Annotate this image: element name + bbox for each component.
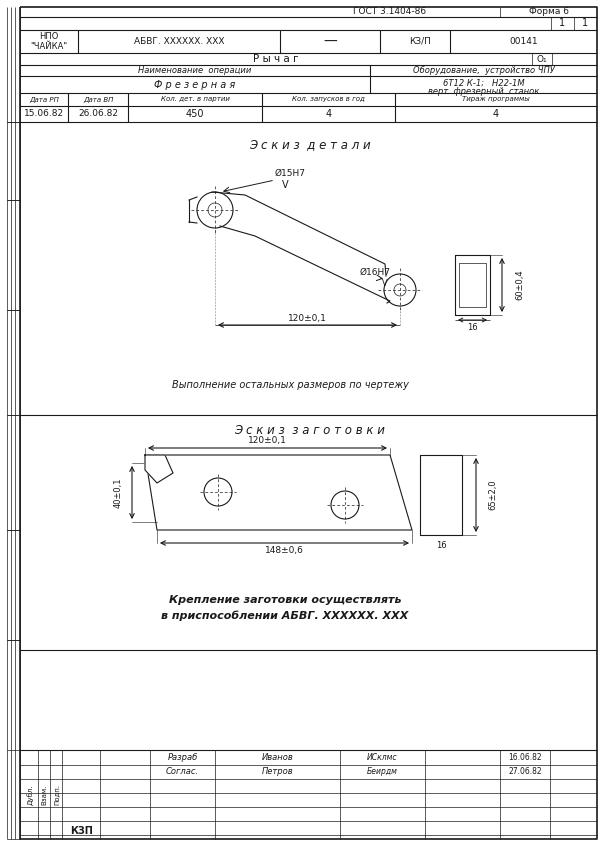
Text: Э с к и з  з а г о т о в к и: Э с к и з з а г о т о в к и bbox=[234, 424, 385, 437]
Text: Разраб: Разраб bbox=[167, 752, 198, 761]
Text: Дата ВП: Дата ВП bbox=[83, 96, 113, 102]
Text: Ø16Н7: Ø16Н7 bbox=[359, 267, 391, 277]
Text: КЗ/П: КЗ/П bbox=[409, 37, 431, 46]
Text: НПО
"ЧАЙКА": НПО "ЧАЙКА" bbox=[30, 32, 68, 52]
Text: Дата РП: Дата РП bbox=[29, 96, 59, 102]
Text: 450: 450 bbox=[186, 109, 204, 119]
Text: Крепление заготовки осуществлять: Крепление заготовки осуществлять bbox=[169, 595, 401, 605]
Text: 00141: 00141 bbox=[509, 37, 538, 46]
Text: 148±0,6: 148±0,6 bbox=[265, 547, 304, 556]
Text: Соглас.: Соглас. bbox=[166, 766, 199, 776]
Text: Подп.: Подп. bbox=[53, 784, 59, 805]
Text: 26.06.82: 26.06.82 bbox=[78, 109, 118, 118]
Text: V: V bbox=[281, 180, 288, 190]
Text: 120±0,1: 120±0,1 bbox=[288, 314, 327, 322]
Text: Кол. запусков в год: Кол. запусков в год bbox=[292, 96, 365, 102]
Text: Петров: Петров bbox=[262, 766, 294, 776]
Text: 6Т12 К-1;   Н22-1М: 6Т12 К-1; Н22-1М bbox=[443, 79, 524, 87]
Text: —: — bbox=[323, 35, 337, 48]
Text: Ø15Н7: Ø15Н7 bbox=[274, 168, 306, 178]
Text: 16: 16 bbox=[467, 322, 478, 332]
Text: Наименование  операции: Наименование операции bbox=[138, 66, 252, 75]
Text: V: V bbox=[382, 278, 388, 288]
Text: АБВГ. XXXXXX. XXX: АБВГ. XXXXXX. XXX bbox=[133, 37, 224, 46]
Text: Дубл.: Дубл. bbox=[27, 784, 33, 805]
Text: Кол. дет. в партии: Кол. дет. в партии bbox=[161, 96, 230, 102]
Text: 1: 1 bbox=[582, 19, 588, 29]
Text: Иванов: Иванов bbox=[262, 752, 294, 761]
Text: Взам.: Взам. bbox=[41, 784, 47, 805]
Text: 4: 4 bbox=[326, 109, 332, 119]
Text: 4: 4 bbox=[493, 109, 499, 119]
Text: 1: 1 bbox=[559, 19, 565, 29]
Text: 120±0,1: 120±0,1 bbox=[248, 437, 287, 446]
Text: 60±0,4: 60±0,4 bbox=[515, 270, 524, 300]
Text: ГОСТ 3.1404-86: ГОСТ 3.1404-86 bbox=[353, 8, 426, 17]
Text: 27.06.82: 27.06.82 bbox=[508, 766, 542, 776]
Text: Оборудование,  устройство ЧПУ: Оборудование, устройство ЧПУ bbox=[413, 66, 554, 75]
Text: Выполнение остальных размеров по чертежу: Выполнение остальных размеров по чертежу bbox=[172, 380, 408, 390]
Text: верт. фрезерный  станок: верт. фрезерный станок bbox=[428, 87, 539, 96]
Text: 65±2,0: 65±2,0 bbox=[489, 480, 498, 510]
Text: Э с к и з  д е т а л и: Э с к и з д е т а л и bbox=[249, 139, 371, 151]
Text: 16: 16 bbox=[435, 541, 446, 550]
Text: Форма 6: Форма 6 bbox=[529, 8, 569, 17]
Text: 16.06.82: 16.06.82 bbox=[508, 752, 542, 761]
Text: ИСклмс: ИСклмс bbox=[367, 752, 398, 761]
Text: КЗП: КЗП bbox=[71, 826, 94, 836]
Text: Тираж программы: Тираж программы bbox=[462, 96, 530, 102]
Text: в приспособлении АБВГ. XXXXXX. XXX: в приспособлении АБВГ. XXXXXX. XXX bbox=[161, 611, 409, 621]
Text: О₁: О₁ bbox=[537, 54, 547, 63]
Text: Беирдм: Беирдм bbox=[367, 766, 398, 776]
Text: 40±0,1: 40±0,1 bbox=[114, 477, 123, 508]
Text: Р ы ч а г: Р ы ч а г bbox=[253, 54, 299, 64]
Text: Ф р е з е р н а я: Ф р е з е р н а я bbox=[155, 80, 236, 90]
Text: 15.06.82: 15.06.82 bbox=[24, 109, 64, 118]
Polygon shape bbox=[145, 455, 173, 483]
